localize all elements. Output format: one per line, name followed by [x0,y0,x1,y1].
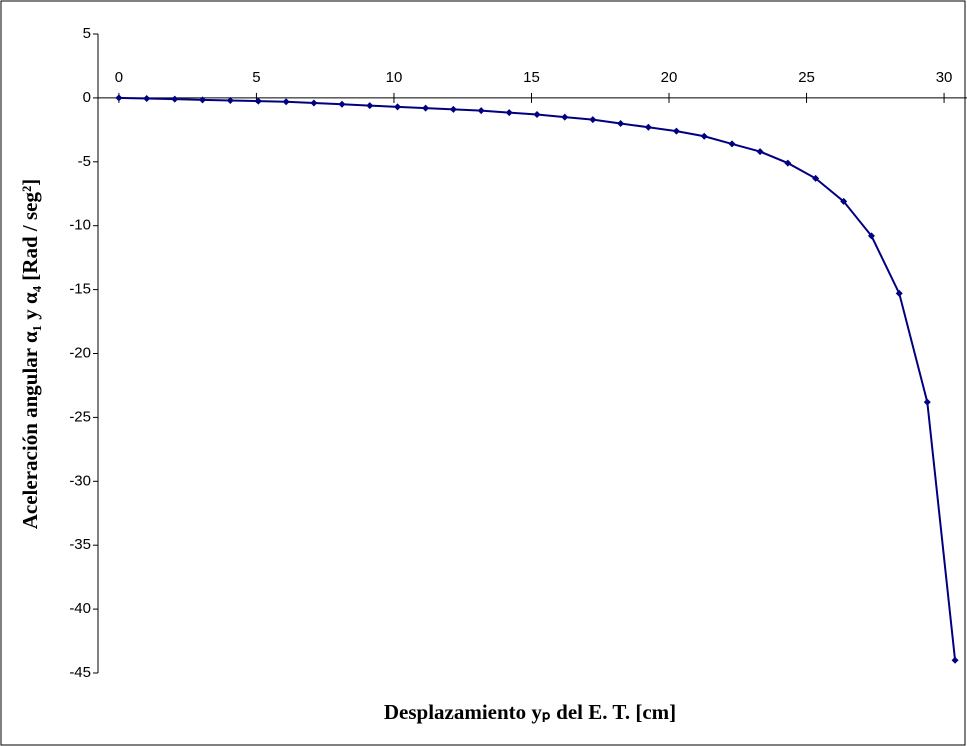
data-point [812,174,820,182]
data-point [784,159,792,167]
data-point [366,102,374,110]
data-point [561,113,569,121]
data-point [505,109,513,117]
data-point [617,119,625,127]
y-tick-label: 5 [83,25,91,42]
data-point [923,398,931,406]
data-point [700,132,708,140]
x-tick-label: 0 [115,69,123,86]
y-axis-label: Aceleración angular α₁ y α₄ [Rad / seg²] [18,179,42,530]
x-tick-label: 20 [661,69,678,86]
data-point [533,111,541,119]
data-point [756,148,764,156]
data-point [477,107,485,115]
data-point [143,95,151,103]
y-tick-label: -5 [78,153,91,170]
data-point [951,656,959,664]
x-tick-label: 25 [798,69,815,86]
y-tick-label: 0 [83,89,91,106]
data-point [672,127,680,135]
data-point [310,99,318,107]
x-axis-label: Desplazamiento yₚ del E. T. [cm] [384,700,676,724]
data-point [282,98,290,106]
data-point [589,116,597,124]
data-point [171,95,179,103]
x-tick-label: 30 [936,69,953,86]
data-point [338,100,346,108]
data-point [226,96,234,104]
data-point [199,96,207,104]
x-tick-label: 5 [252,69,260,86]
data-point [840,197,848,205]
y-tick-label: -40 [69,600,91,617]
y-tick-label: -35 [69,536,91,553]
data-point [728,140,736,148]
data-point [867,232,875,240]
x-tick-label: 10 [386,69,403,86]
y-tick-label: -15 [69,281,91,298]
data-point [422,104,430,112]
y-tick-label: -30 [69,472,91,489]
y-tick-label: -10 [69,217,91,234]
data-point [644,123,652,131]
data-point [394,103,402,111]
data-point [115,94,123,102]
x-tick-label: 15 [523,69,540,86]
data-point [895,289,903,297]
data-point [449,105,457,113]
y-tick-label: -45 [69,664,91,681]
y-tick-label: -20 [69,344,91,361]
data-point [254,97,262,105]
y-tick-label: -25 [69,408,91,425]
